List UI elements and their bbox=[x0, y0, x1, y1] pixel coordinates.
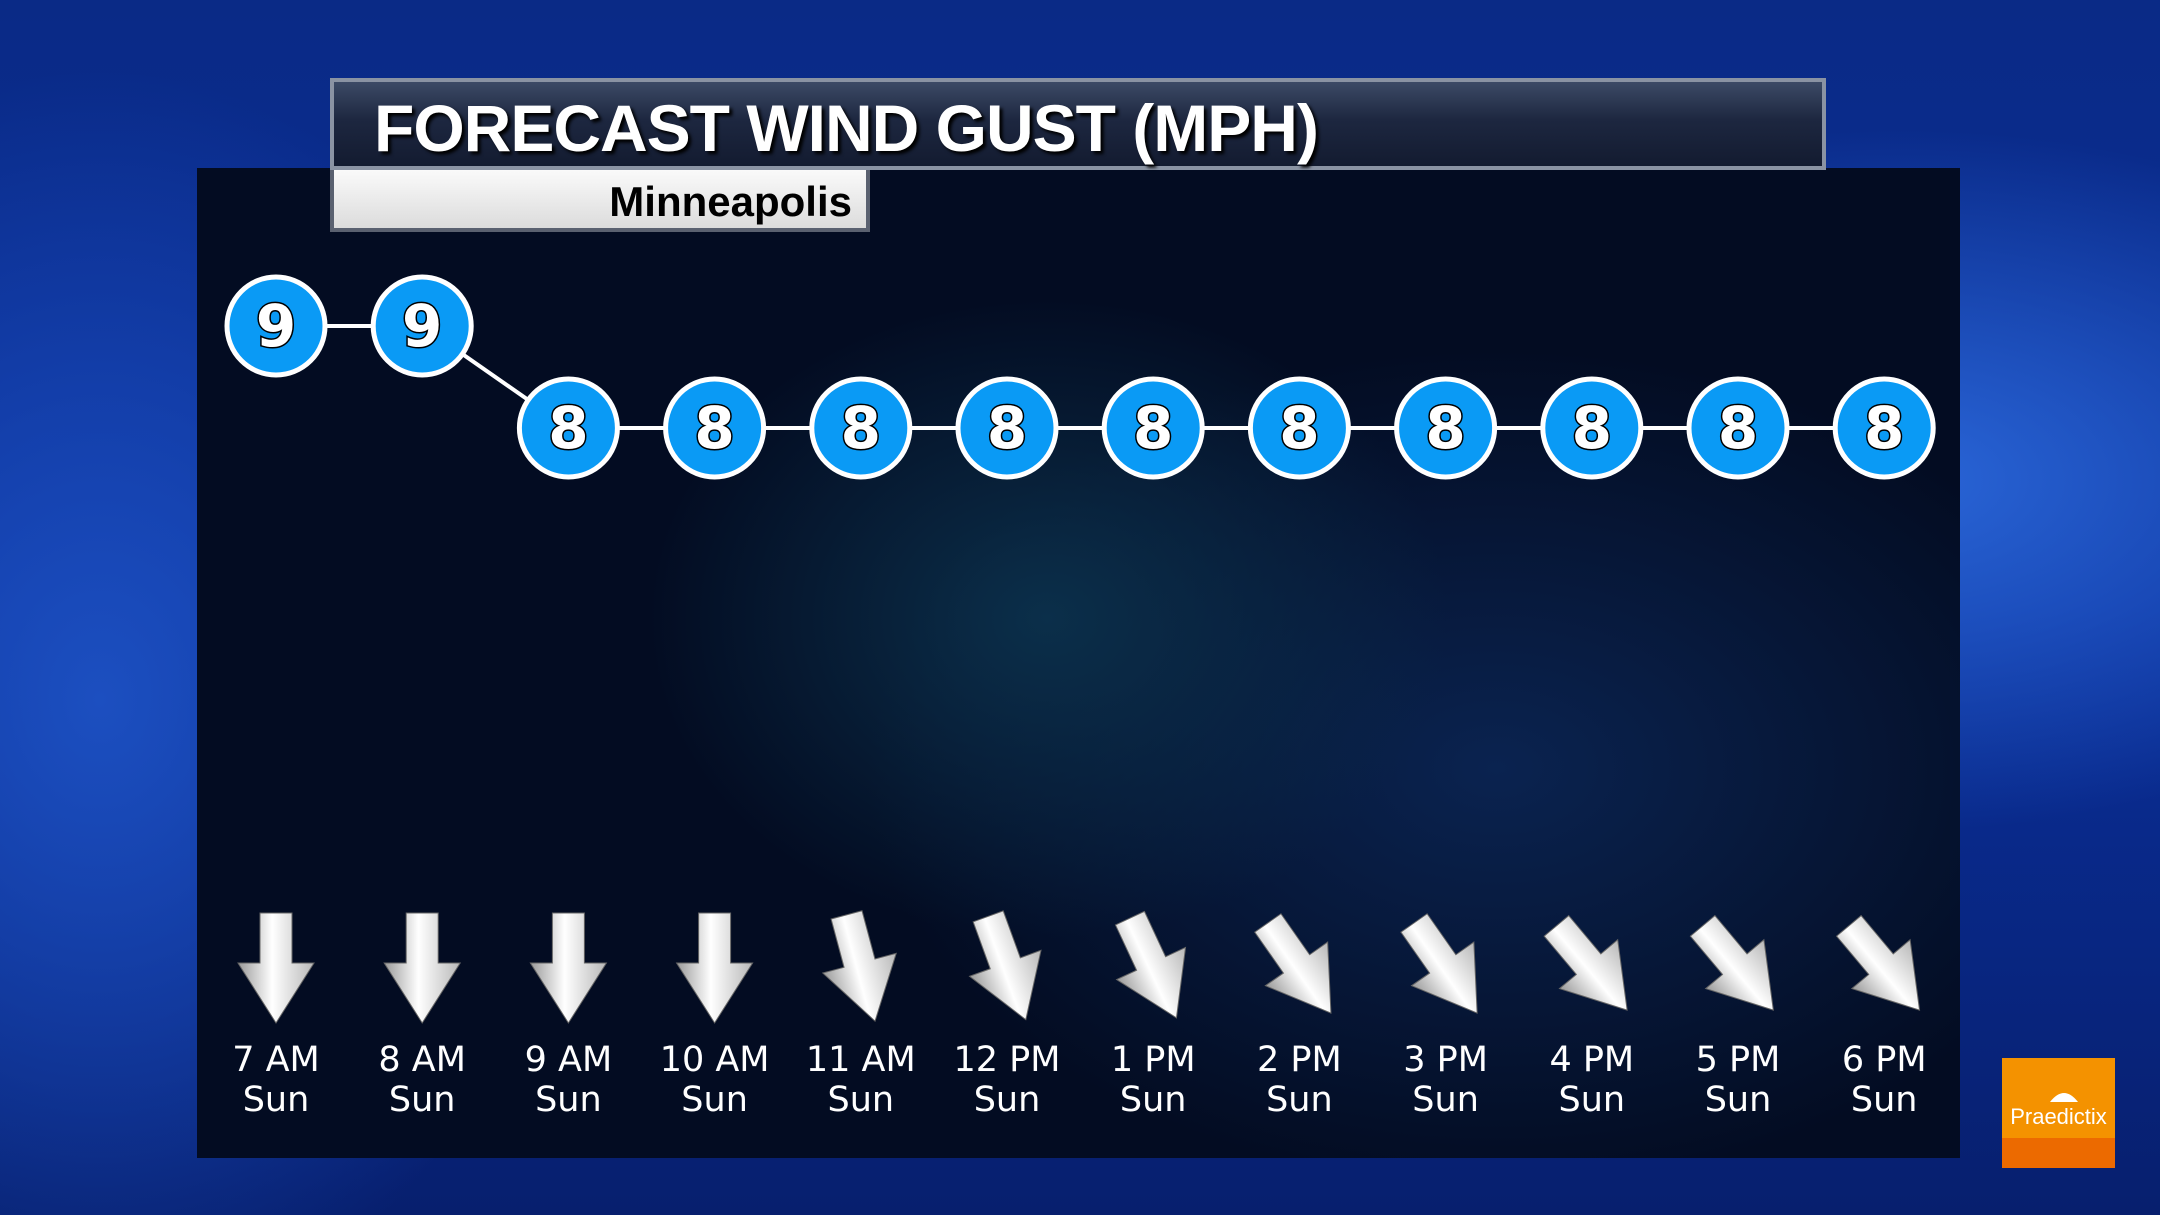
data-label: 8 bbox=[1718, 394, 1758, 462]
data-label: 8 bbox=[1279, 394, 1319, 462]
x-tick-label: 7 AM Sun bbox=[203, 1040, 349, 1120]
x-tick-label: 12 PM Sun bbox=[934, 1040, 1080, 1120]
day-label: Sun bbox=[1412, 1080, 1479, 1120]
x-tick-label: 8 AM Sun bbox=[349, 1040, 495, 1120]
title-bar: FORECAST WIND GUST (MPH) bbox=[330, 78, 1826, 170]
day-label: Sun bbox=[1266, 1080, 1333, 1120]
chart-title: FORECAST WIND GUST (MPH) bbox=[374, 91, 1319, 165]
wind-direction-arrow-icon bbox=[1254, 913, 1332, 1014]
wind-direction-arrow-icon bbox=[1543, 914, 1628, 1011]
time-label: 11 AM bbox=[805, 1040, 916, 1080]
location-label: Minneapolis bbox=[609, 178, 852, 225]
data-point-marker bbox=[370, 274, 474, 378]
day-label: Sun bbox=[1119, 1080, 1187, 1120]
day-label: Sun bbox=[535, 1080, 602, 1120]
data-point-marker bbox=[1247, 376, 1351, 480]
time-label: 3 PM bbox=[1403, 1040, 1488, 1080]
day-label: Sun bbox=[681, 1080, 748, 1120]
data-label: 8 bbox=[841, 394, 881, 462]
day-label: Sun bbox=[973, 1080, 1041, 1120]
location-bar: Minneapolis bbox=[330, 170, 870, 232]
time-label: 10 AM bbox=[659, 1040, 770, 1080]
praedictix-logo: Praedictix bbox=[2002, 1058, 2115, 1168]
data-label: 8 bbox=[694, 394, 734, 462]
day-label: Sun bbox=[242, 1080, 310, 1120]
data-label: 8 bbox=[1425, 394, 1465, 462]
wind-direction-arrow-icon bbox=[529, 912, 608, 1024]
x-tick-label: 11 AM Sun bbox=[788, 1040, 934, 1120]
day-label: Sun bbox=[827, 1080, 895, 1120]
wind-direction-arrow-icon bbox=[675, 912, 754, 1024]
x-tick-label: 10 AM Sun bbox=[642, 1040, 788, 1120]
data-point-marker bbox=[809, 376, 913, 480]
wind-direction-arrow-icon bbox=[383, 912, 462, 1024]
day-label: Sun bbox=[1850, 1080, 1918, 1120]
wind-direction-arrow-icon bbox=[1689, 914, 1774, 1011]
data-label: 8 bbox=[1572, 394, 1612, 462]
data-label: 8 bbox=[1133, 394, 1173, 462]
x-tick-label: 9 AM Sun bbox=[495, 1040, 641, 1120]
time-label: 9 AM bbox=[524, 1040, 613, 1080]
wind-direction-arrow-icon bbox=[1114, 910, 1187, 1019]
wind-direction-arrow-icon bbox=[968, 910, 1042, 1021]
time-label: 12 PM bbox=[953, 1040, 1061, 1080]
data-label: 8 bbox=[1864, 394, 1904, 462]
wind-direction-arrow-icon bbox=[1400, 913, 1478, 1014]
data-label: 8 bbox=[548, 394, 588, 462]
data-point-marker bbox=[663, 376, 767, 480]
data-point-marker bbox=[1832, 376, 1936, 480]
data-point-marker bbox=[1101, 376, 1205, 480]
x-tick-label: 2 PM Sun bbox=[1226, 1040, 1372, 1120]
wind-direction-arrow-icon bbox=[821, 910, 897, 1023]
data-label: 9 bbox=[402, 292, 442, 360]
umbrella-icon bbox=[2050, 1093, 2078, 1102]
data-point-marker bbox=[1686, 376, 1790, 480]
time-label: 8 AM bbox=[378, 1040, 466, 1080]
data-point-marker bbox=[224, 274, 328, 378]
x-tick-label: 1 PM Sun bbox=[1080, 1040, 1226, 1120]
data-point-marker bbox=[1394, 376, 1498, 480]
x-tick-label: 3 PM Sun bbox=[1373, 1040, 1519, 1120]
data-point-marker bbox=[1540, 376, 1644, 480]
day-label: Sun bbox=[1704, 1080, 1772, 1120]
data-point-marker bbox=[516, 376, 620, 480]
chart-panel bbox=[197, 168, 1960, 1158]
time-label: 6 PM bbox=[1841, 1040, 1927, 1080]
data-label: 8 bbox=[987, 394, 1027, 462]
x-tick-label: 6 PM Sun bbox=[1811, 1040, 1957, 1120]
wind-direction-arrow-icon bbox=[237, 912, 315, 1024]
time-label: 1 PM bbox=[1110, 1040, 1196, 1080]
day-label: Sun bbox=[1558, 1080, 1626, 1120]
data-point-marker bbox=[955, 376, 1059, 480]
data-label: 9 bbox=[256, 292, 296, 360]
time-label: 7 AM bbox=[232, 1040, 320, 1080]
x-tick-label: 5 PM Sun bbox=[1665, 1040, 1811, 1120]
time-label: 5 PM bbox=[1695, 1040, 1781, 1080]
wind-direction-arrow-icon bbox=[1835, 914, 1921, 1011]
time-label: 2 PM bbox=[1257, 1040, 1342, 1080]
x-tick-label: 4 PM Sun bbox=[1519, 1040, 1665, 1120]
time-label: 4 PM bbox=[1549, 1040, 1635, 1080]
day-label: Sun bbox=[388, 1080, 456, 1120]
